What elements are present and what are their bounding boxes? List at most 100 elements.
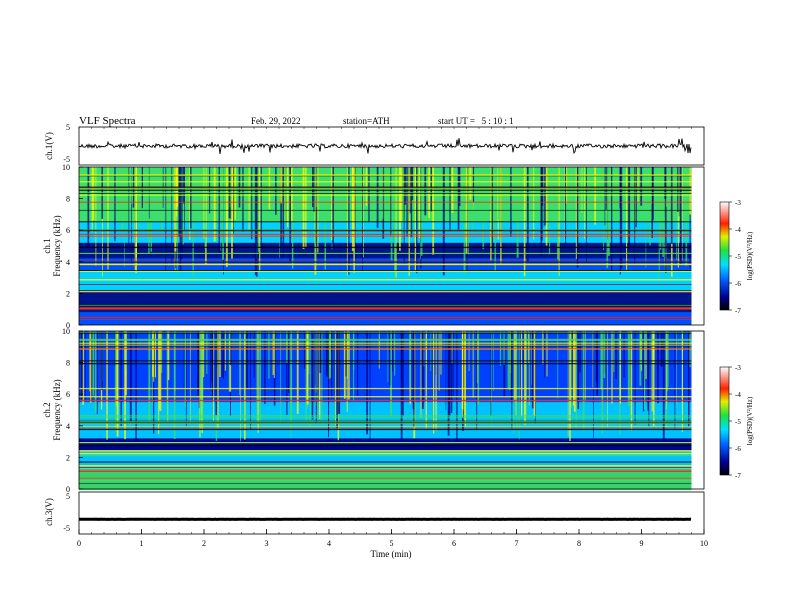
- spec-streak: [482, 167, 485, 250]
- spec-streak: [528, 331, 530, 406]
- spec-streak: [256, 331, 258, 422]
- spec-streak: [648, 331, 650, 427]
- spec-streak: [177, 167, 178, 275]
- x-tick-label: 3: [265, 539, 269, 548]
- spec-streak: [90, 331, 92, 403]
- spec-line: [79, 317, 692, 318]
- spec-streak: [424, 167, 427, 216]
- colorbar-2-label: log(PSD)(V²/Hz): [746, 396, 754, 445]
- spec-streak: [290, 331, 293, 422]
- spec-line: [79, 422, 692, 424]
- spec-streak: [653, 331, 655, 427]
- spec-streak: [253, 331, 255, 378]
- spec-streak: [664, 167, 667, 273]
- spec-line: [79, 209, 692, 211]
- colorbar-2-tick-label: -6: [735, 445, 741, 453]
- spec-streak: [315, 331, 317, 424]
- spec-streak: [420, 167, 423, 256]
- ch1-spectrogram: [79, 167, 704, 325]
- spec-line: [79, 253, 692, 254]
- spec-line: [79, 483, 692, 484]
- spec-streak: [166, 331, 168, 422]
- spec-streak: [516, 167, 519, 258]
- spec-streak: [620, 167, 623, 269]
- x-tick-label: 6: [452, 539, 456, 548]
- spec-line: [79, 468, 692, 469]
- spec-streak: [680, 167, 682, 265]
- spec-streak: [531, 331, 534, 409]
- spec-streak: [233, 167, 234, 234]
- colorbar-2-tick-label: -5: [735, 418, 741, 426]
- spec-streak: [524, 331, 526, 425]
- ch2-spectrogram-panel: 10 8 6 4 2 0 ch.2 Frequency (kHz): [42, 327, 705, 494]
- spec-streak: [521, 331, 523, 417]
- spec-streak: [273, 331, 275, 379]
- ch2-spec-frame: [78, 330, 705, 490]
- ch2-spec-ytick-label: 8: [66, 359, 70, 368]
- spec-band: [79, 470, 692, 489]
- spec-streak: [124, 331, 126, 440]
- spec-line: [79, 423, 692, 425]
- spec-streak: [619, 331, 621, 404]
- spec-streak: [432, 167, 435, 255]
- spec-streak: [477, 331, 480, 406]
- spec-streak: [541, 167, 544, 206]
- spec-streak: [607, 331, 608, 428]
- spec-streak: [665, 331, 668, 428]
- spec-streak: [677, 167, 679, 212]
- spec-line: [79, 399, 692, 402]
- ch1-spectrogram-panel: 10 8 6 4 2 0 ch.1 Frequency (kHz): [42, 163, 705, 330]
- spec-streak: [585, 331, 586, 402]
- ch1-tick-bottom: -5: [63, 155, 70, 164]
- start-ut-label: start UT = 5 : 10 : 1: [438, 116, 514, 126]
- spec-streak: [601, 331, 604, 434]
- spec-streak: [348, 167, 350, 275]
- spec-streak: [366, 331, 368, 435]
- spec-line: [79, 201, 692, 203]
- spec-streak: [433, 331, 435, 434]
- spec-streak: [254, 167, 257, 276]
- spec-streak: [456, 331, 458, 439]
- spec-streak: [557, 167, 559, 260]
- spec-streak: [689, 167, 691, 269]
- spec-streak: [400, 331, 403, 381]
- spec-streak: [544, 167, 547, 226]
- spec-streak: [461, 331, 464, 410]
- spec-streak: [184, 331, 187, 408]
- spec-streak: [442, 167, 445, 276]
- spec-streak: [575, 167, 577, 259]
- ch3-wave-panel: 5 -5 ch.3(V): [44, 491, 705, 535]
- spec-streak: [202, 331, 205, 378]
- spec-streak: [626, 167, 628, 270]
- spec-band: [79, 312, 692, 325]
- spec-streak: [453, 167, 455, 203]
- spec-streak: [637, 167, 639, 202]
- spec-streak: [611, 331, 613, 404]
- ch2-spec-ytick-label: 10: [62, 327, 70, 336]
- ch1-spec-ytick-label: 10: [62, 163, 70, 172]
- spec-streak: [567, 331, 569, 437]
- spec-streak: [250, 331, 251, 430]
- spec-streak: [642, 331, 645, 412]
- spec-streak: [420, 167, 421, 260]
- spec-streak: [221, 331, 223, 378]
- spec-streak: [676, 331, 677, 409]
- spec-streak: [607, 167, 609, 251]
- spec-streak: [259, 331, 261, 423]
- spec-line: [79, 340, 692, 342]
- spec-streak: [244, 331, 245, 431]
- colorbar-2-tick-label: -7: [735, 472, 741, 480]
- spec-line: [79, 477, 692, 479]
- spec-streak: [182, 167, 185, 204]
- spec-streak: [296, 331, 299, 414]
- spec-streak: [309, 331, 311, 427]
- spec-streak: [82, 331, 84, 405]
- spec-streak: [579, 331, 581, 373]
- spec-streak: [190, 331, 191, 424]
- spec-streak: [645, 167, 647, 268]
- ch1-spec-ytick-label: 0: [66, 321, 70, 330]
- spec-streak: [181, 167, 183, 260]
- spec-streak: [635, 167, 637, 228]
- ch2-spec-ytick-label: 6: [66, 390, 70, 399]
- spec-streak: [545, 167, 548, 246]
